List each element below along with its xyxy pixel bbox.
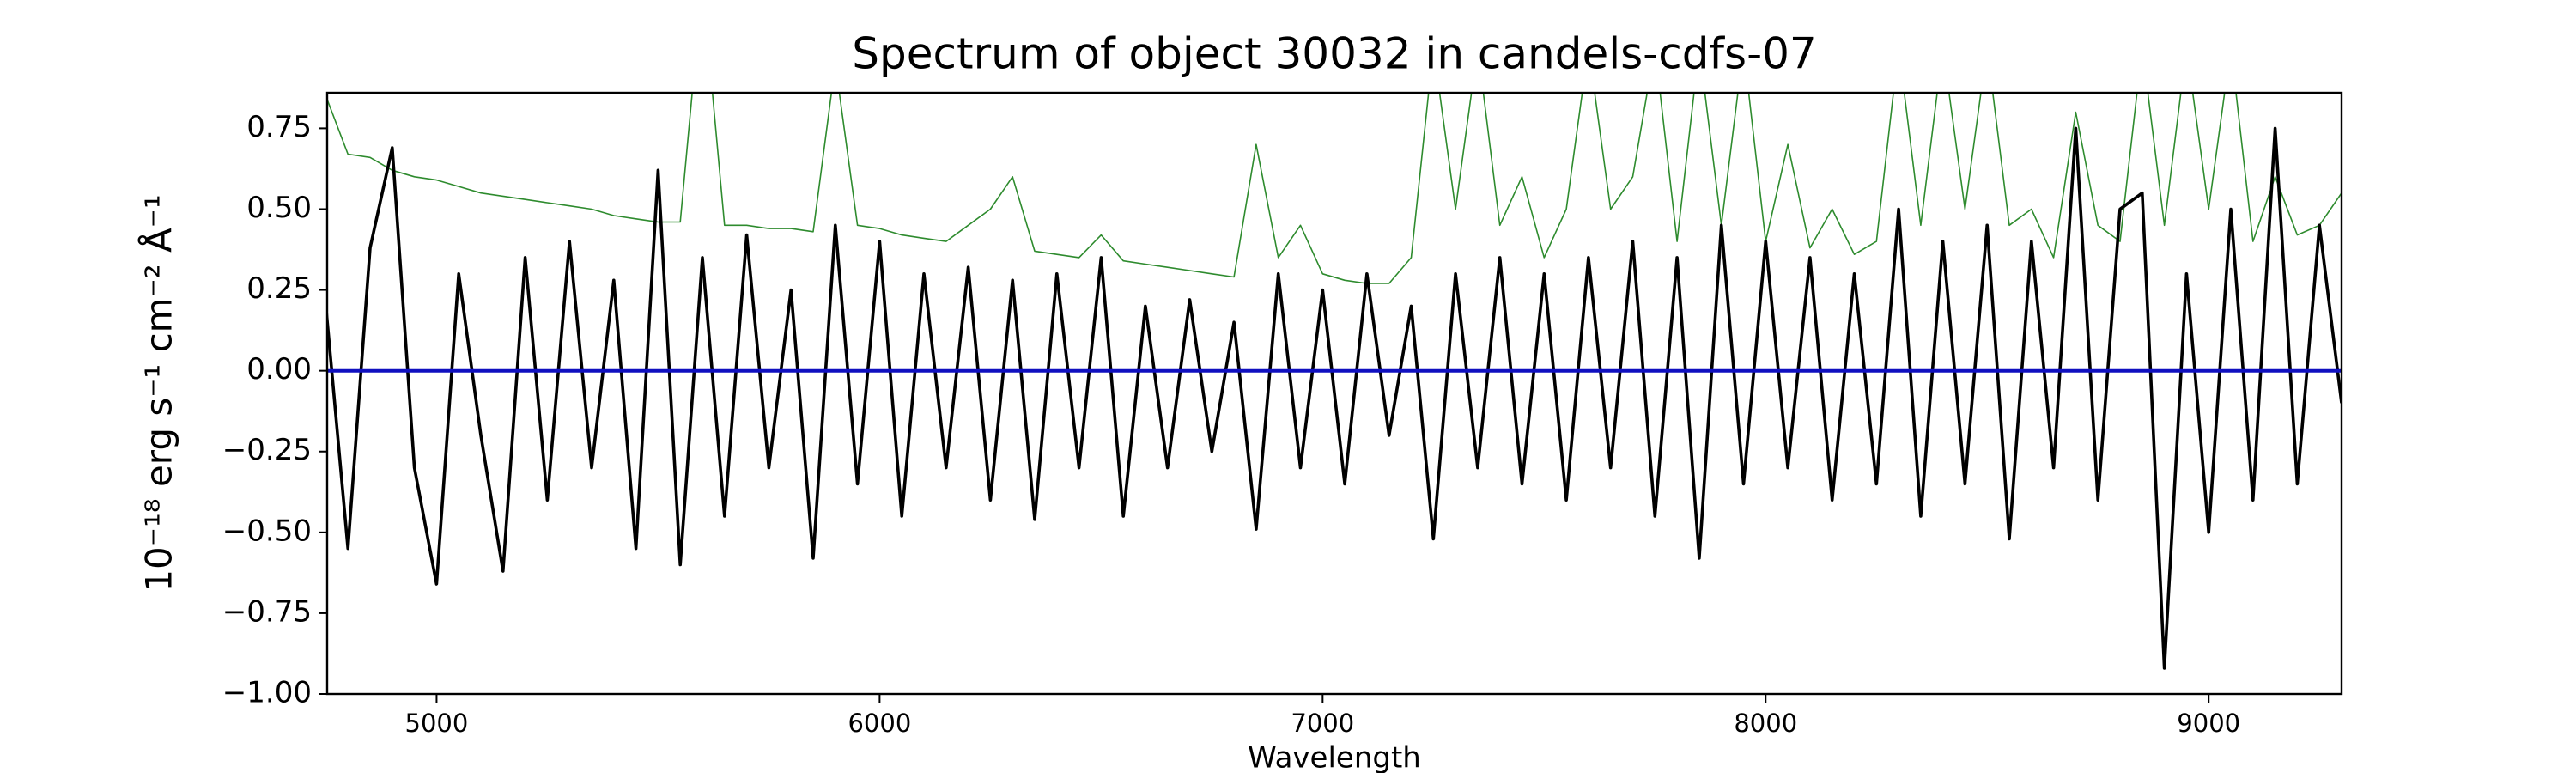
chart-title: Spectrum of object 30032 in candels-cdfs…	[852, 29, 1817, 79]
y-tick-label: 0.25	[246, 271, 312, 306]
y-tick-label: −0.25	[222, 433, 312, 467]
y-tick-label: −0.50	[222, 514, 312, 548]
x-tick-label: 9000	[2177, 709, 2240, 738]
plot-frame	[325, 91, 2343, 696]
x-axis-label: Wavelength	[1248, 741, 1421, 773]
x-tick-label: 6000	[848, 709, 911, 738]
y-tick-label: 0.50	[246, 191, 312, 225]
y-tick-label: 0.75	[246, 110, 312, 144]
y-axis-label: 10⁻¹⁸ erg s⁻¹ cm⁻² Å⁻¹	[137, 194, 180, 592]
x-tick-label: 8000	[1734, 709, 1797, 738]
spectrum-line	[327, 126, 2342, 670]
x-tick-label: 5000	[405, 709, 469, 738]
y-tick-label: −0.75	[222, 594, 312, 629]
y-tick-label: −1.00	[222, 676, 312, 710]
y-tick-label: 0.00	[246, 352, 312, 386]
x-tick-label: 7000	[1291, 709, 1354, 738]
plot-area	[327, 93, 2342, 670]
